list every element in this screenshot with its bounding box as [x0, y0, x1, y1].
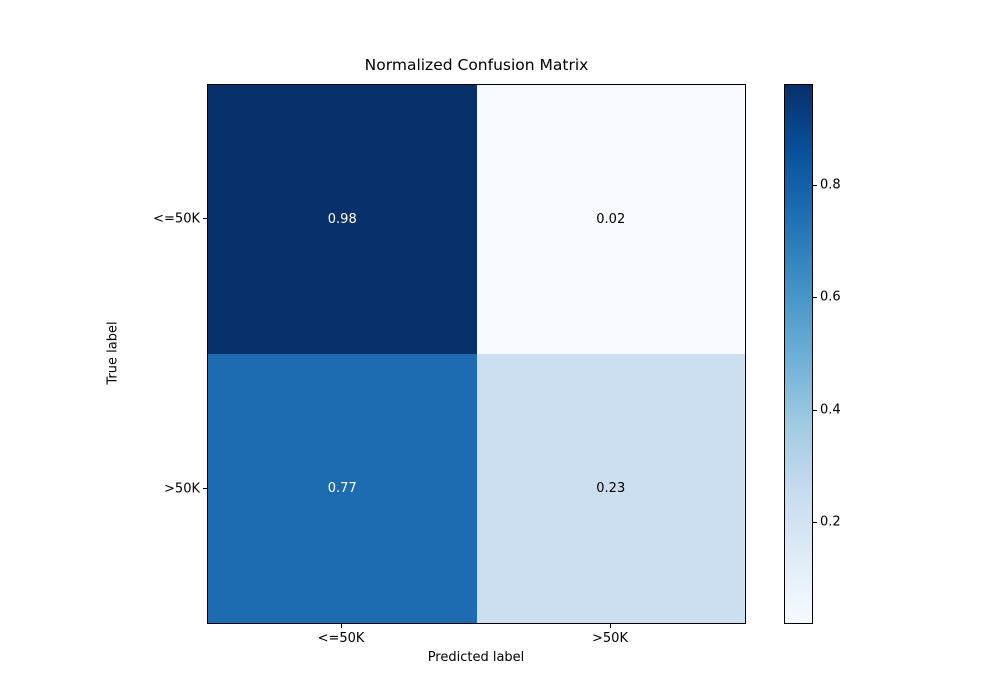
matrix-cell-0-0: 0.98 — [208, 85, 477, 354]
x-tick-mark — [341, 624, 342, 628]
matrix-cell-value: 0.77 — [327, 481, 357, 496]
matrix-cell-value: 0.23 — [596, 481, 626, 496]
colorbar-tick-mark — [813, 297, 817, 298]
x-axis-label: Predicted label — [427, 650, 525, 665]
colorbar-tick-label: 0.2 — [820, 514, 841, 530]
matrix-cell-value: 0.02 — [596, 212, 626, 227]
matrix-cell-value: 0.98 — [327, 212, 357, 227]
colorbar-tick-mark — [813, 410, 817, 411]
y-axis-label: True label — [105, 321, 121, 385]
y-tick-label: >50K — [164, 481, 200, 497]
colorbar-tick-mark — [813, 522, 817, 523]
matrix-cell-1-1: 0.23 — [476, 354, 745, 623]
y-tick-mark — [203, 218, 207, 219]
colorbar-tick-label: 0.6 — [820, 289, 841, 305]
x-tick-label: <=50K — [317, 631, 365, 646]
heatmap-axes: 0.98 0.02 0.77 0.23 — [207, 84, 746, 624]
x-tick-label: >50K — [592, 631, 628, 646]
x-tick-mark — [610, 624, 611, 628]
matrix-cell-1-0: 0.77 — [208, 354, 477, 623]
colorbar-gradient — [785, 85, 812, 623]
chart-title: Normalized Confusion Matrix — [364, 56, 589, 74]
colorbar-tick-label: 0.4 — [820, 402, 841, 418]
colorbar-tick-label: 0.8 — [820, 177, 841, 193]
colorbar — [784, 84, 813, 624]
matrix-cell-0-1: 0.02 — [476, 85, 745, 354]
y-tick-label: <=50K — [153, 211, 200, 227]
y-tick-mark — [203, 488, 207, 489]
colorbar-tick-mark — [813, 185, 817, 186]
